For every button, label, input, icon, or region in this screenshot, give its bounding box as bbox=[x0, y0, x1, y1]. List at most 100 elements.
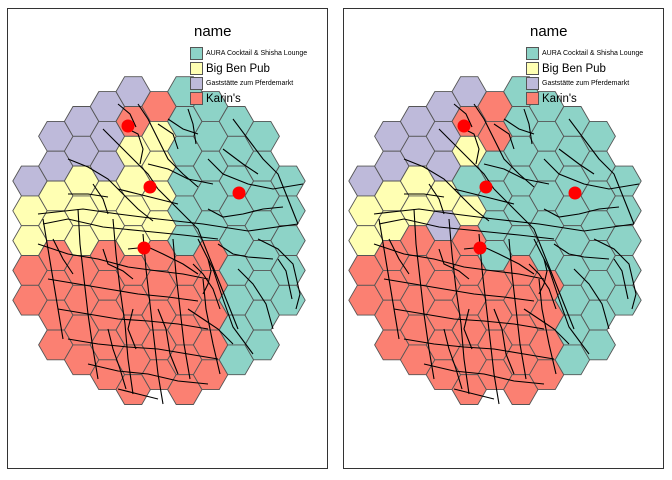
hex-cell bbox=[580, 329, 616, 361]
road bbox=[42, 218, 219, 240]
road bbox=[403, 158, 490, 222]
road bbox=[42, 218, 64, 340]
road bbox=[192, 263, 221, 310]
road bbox=[463, 128, 480, 165]
road bbox=[167, 118, 199, 135]
map-canvas-right bbox=[348, 76, 642, 405]
location-marker bbox=[457, 119, 471, 133]
road bbox=[77, 208, 99, 380]
legend-item-aura: AURA Cocktail & Shisha Lounge bbox=[190, 46, 307, 61]
road bbox=[67, 158, 154, 222]
legend-label-karins: Karin's bbox=[206, 92, 241, 105]
road bbox=[172, 238, 191, 380]
road bbox=[383, 278, 535, 302]
bar-locations bbox=[457, 119, 582, 255]
road bbox=[493, 123, 515, 150]
legend-title: name bbox=[530, 23, 568, 40]
legend-swatch-aura bbox=[190, 47, 203, 60]
road bbox=[257, 238, 301, 310]
bar-locations bbox=[121, 119, 246, 255]
legend-right: name AURA Cocktail & Shisha Lounge Big B… bbox=[526, 23, 643, 106]
road bbox=[187, 308, 234, 345]
legend-swatch-big-ben bbox=[190, 62, 203, 75]
legend-item-pferdemarkt: Gaststätte zum Pferdemarkt bbox=[526, 76, 643, 91]
location-marker bbox=[479, 180, 493, 194]
road bbox=[443, 328, 463, 390]
legend-label-karins: Karin's bbox=[542, 92, 577, 105]
road bbox=[378, 218, 400, 340]
road bbox=[57, 308, 209, 330]
road bbox=[237, 268, 274, 330]
location-marker bbox=[143, 180, 157, 194]
road bbox=[202, 278, 221, 375]
road bbox=[483, 163, 550, 185]
road bbox=[493, 188, 575, 330]
road bbox=[217, 243, 274, 260]
road bbox=[453, 388, 495, 400]
road bbox=[222, 148, 259, 175]
road bbox=[137, 103, 199, 188]
location-marker bbox=[137, 241, 151, 255]
legend-label-aura: AURA Cocktail & Shisha Lounge bbox=[542, 50, 644, 57]
road bbox=[127, 128, 144, 165]
road bbox=[373, 208, 635, 232]
road bbox=[463, 308, 473, 350]
road bbox=[593, 238, 637, 310]
road bbox=[378, 218, 555, 240]
road bbox=[503, 118, 535, 135]
road bbox=[37, 243, 209, 280]
location-marker bbox=[568, 186, 582, 200]
legend-item-karins: Karin's bbox=[526, 91, 643, 106]
road bbox=[157, 123, 179, 150]
road bbox=[373, 243, 545, 280]
legend-item-karins: Karin's bbox=[190, 91, 307, 106]
road bbox=[453, 103, 473, 128]
road bbox=[388, 238, 410, 275]
road bbox=[47, 278, 199, 302]
road bbox=[558, 148, 595, 175]
road bbox=[568, 118, 635, 225]
road bbox=[478, 233, 500, 405]
road bbox=[207, 206, 284, 218]
road bbox=[453, 188, 515, 205]
road bbox=[538, 278, 557, 375]
legend-swatch-karins bbox=[526, 92, 539, 105]
road bbox=[68, 193, 109, 198]
road bbox=[37, 208, 299, 232]
legend-swatch-big-ben bbox=[526, 62, 539, 75]
road bbox=[187, 108, 197, 145]
legend-label-aura: AURA Cocktail & Shisha Lounge bbox=[206, 50, 308, 57]
road bbox=[403, 338, 555, 360]
road bbox=[102, 128, 159, 190]
road bbox=[117, 388, 159, 400]
road bbox=[413, 208, 435, 380]
road bbox=[523, 308, 570, 345]
road bbox=[438, 248, 470, 280]
legend-left: name AURA Cocktail & Shisha Lounge Big B… bbox=[190, 23, 307, 106]
road bbox=[428, 183, 445, 215]
road bbox=[613, 258, 629, 300]
road bbox=[112, 218, 134, 395]
road bbox=[157, 308, 179, 375]
road bbox=[473, 103, 535, 188]
legend-swatch-aura bbox=[526, 47, 539, 60]
road bbox=[92, 183, 109, 215]
map-panel-left: name AURA Cocktail & Shisha Lounge Big B… bbox=[7, 8, 328, 469]
road bbox=[67, 338, 219, 360]
road bbox=[102, 248, 134, 280]
map-canvas-left bbox=[12, 76, 306, 405]
legend-label-pferdemarkt: Gaststätte zum Pferdemarkt bbox=[542, 80, 630, 87]
location-marker bbox=[232, 186, 246, 200]
road bbox=[52, 238, 74, 275]
legend-item-big-ben: Big Ben Pub bbox=[190, 61, 307, 76]
road bbox=[87, 363, 209, 385]
road bbox=[423, 363, 545, 385]
road bbox=[202, 258, 212, 295]
legend-label-pferdemarkt: Gaststätte zum Pferdemarkt bbox=[206, 80, 294, 87]
road bbox=[438, 128, 495, 190]
road-network bbox=[37, 103, 304, 405]
road bbox=[448, 218, 470, 395]
legend-item-big-ben: Big Ben Pub bbox=[526, 61, 643, 76]
road bbox=[107, 328, 127, 390]
road bbox=[508, 238, 527, 380]
